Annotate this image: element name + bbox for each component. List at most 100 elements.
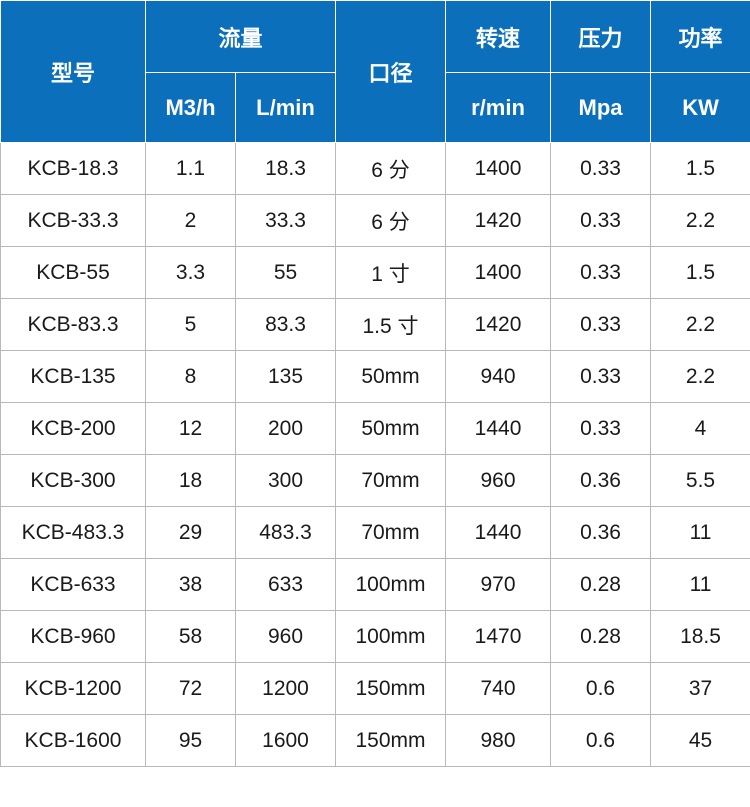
cell-kw: 1.5	[651, 143, 750, 195]
col-model: 型号	[1, 1, 146, 143]
cell-lmin: 960	[236, 611, 336, 663]
cell-diameter: 50mm	[336, 351, 446, 403]
cell-rpm: 980	[446, 715, 551, 767]
table-row: KCB-483.329483.370mm14400.3611	[1, 507, 750, 559]
cell-m3h: 18	[146, 455, 236, 507]
cell-m3h: 1.1	[146, 143, 236, 195]
cell-lmin: 200	[236, 403, 336, 455]
cell-kw: 2.2	[651, 299, 750, 351]
cell-diameter: 1.5 寸	[336, 299, 446, 351]
cell-kw: 5.5	[651, 455, 750, 507]
cell-m3h: 95	[146, 715, 236, 767]
cell-m3h: 38	[146, 559, 236, 611]
cell-mpa: 0.28	[551, 611, 651, 663]
cell-diameter: 150mm	[336, 715, 446, 767]
cell-diameter: 70mm	[336, 455, 446, 507]
cell-rpm: 1400	[446, 247, 551, 299]
cell-lmin: 135	[236, 351, 336, 403]
table-body: KCB-18.31.118.36 分14000.331.5KCB-33.3233…	[1, 143, 750, 767]
cell-lmin: 633	[236, 559, 336, 611]
col-power-label: 功率	[651, 1, 750, 73]
cell-model: KCB-18.3	[1, 143, 146, 195]
cell-m3h: 5	[146, 299, 236, 351]
cell-kw: 18.5	[651, 611, 750, 663]
cell-rpm: 960	[446, 455, 551, 507]
cell-model: KCB-960	[1, 611, 146, 663]
table-row: KCB-18.31.118.36 分14000.331.5	[1, 143, 750, 195]
cell-mpa: 0.33	[551, 143, 651, 195]
cell-rpm: 1420	[446, 195, 551, 247]
cell-kw: 11	[651, 507, 750, 559]
cell-model: KCB-633	[1, 559, 146, 611]
cell-lmin: 55	[236, 247, 336, 299]
cell-model: KCB-83.3	[1, 299, 146, 351]
cell-lmin: 18.3	[236, 143, 336, 195]
cell-mpa: 0.33	[551, 299, 651, 351]
cell-mpa: 0.33	[551, 247, 651, 299]
table-header: 型号 流量 口径 转速 压力 功率 M3/h L/min r/min Mpa K…	[1, 1, 750, 143]
cell-model: KCB-135	[1, 351, 146, 403]
cell-rpm: 940	[446, 351, 551, 403]
col-pressure-unit: Mpa	[551, 73, 651, 143]
cell-kw: 11	[651, 559, 750, 611]
table-row: KCB-135813550mm9400.332.2	[1, 351, 750, 403]
cell-rpm: 1440	[446, 403, 551, 455]
cell-m3h: 29	[146, 507, 236, 559]
cell-diameter: 70mm	[336, 507, 446, 559]
table-row: KCB-33.3233.36 分14200.332.2	[1, 195, 750, 247]
col-power-unit: KW	[651, 73, 750, 143]
cell-rpm: 1440	[446, 507, 551, 559]
cell-model: KCB-55	[1, 247, 146, 299]
cell-lmin: 300	[236, 455, 336, 507]
cell-mpa: 0.6	[551, 663, 651, 715]
cell-lmin: 83.3	[236, 299, 336, 351]
cell-m3h: 3.3	[146, 247, 236, 299]
cell-kw: 45	[651, 715, 750, 767]
cell-diameter: 1 寸	[336, 247, 446, 299]
cell-diameter: 150mm	[336, 663, 446, 715]
cell-lmin: 483.3	[236, 507, 336, 559]
cell-mpa: 0.36	[551, 507, 651, 559]
cell-mpa: 0.33	[551, 403, 651, 455]
cell-kw: 1.5	[651, 247, 750, 299]
cell-diameter: 6 分	[336, 195, 446, 247]
cell-mpa: 0.6	[551, 715, 651, 767]
cell-m3h: 72	[146, 663, 236, 715]
cell-mpa: 0.33	[551, 351, 651, 403]
cell-rpm: 740	[446, 663, 551, 715]
cell-model: KCB-33.3	[1, 195, 146, 247]
table-row: KCB-1600951600150mm9800.645	[1, 715, 750, 767]
cell-kw: 4	[651, 403, 750, 455]
cell-model: KCB-1600	[1, 715, 146, 767]
cell-m3h: 8	[146, 351, 236, 403]
cell-rpm: 1470	[446, 611, 551, 663]
cell-mpa: 0.36	[551, 455, 651, 507]
table-row: KCB-2001220050mm14400.334	[1, 403, 750, 455]
cell-rpm: 1420	[446, 299, 551, 351]
cell-diameter: 100mm	[336, 559, 446, 611]
cell-rpm: 970	[446, 559, 551, 611]
cell-m3h: 2	[146, 195, 236, 247]
spec-table: 型号 流量 口径 转速 压力 功率 M3/h L/min r/min Mpa K…	[0, 0, 750, 767]
cell-model: KCB-200	[1, 403, 146, 455]
cell-model: KCB-300	[1, 455, 146, 507]
cell-model: KCB-483.3	[1, 507, 146, 559]
cell-kw: 2.2	[651, 351, 750, 403]
col-speed-label: 转速	[446, 1, 551, 73]
cell-diameter: 100mm	[336, 611, 446, 663]
table-row: KCB-96058960100mm14700.2818.5	[1, 611, 750, 663]
cell-mpa: 0.28	[551, 559, 651, 611]
col-pressure-label: 压力	[551, 1, 651, 73]
col-diameter: 口径	[336, 1, 446, 143]
table-row: KCB-1200721200150mm7400.637	[1, 663, 750, 715]
cell-m3h: 58	[146, 611, 236, 663]
cell-kw: 2.2	[651, 195, 750, 247]
table-row: KCB-3001830070mm9600.365.5	[1, 455, 750, 507]
table-row: KCB-83.3583.31.5 寸14200.332.2	[1, 299, 750, 351]
cell-m3h: 12	[146, 403, 236, 455]
col-flow: 流量	[146, 1, 336, 73]
cell-diameter: 50mm	[336, 403, 446, 455]
cell-rpm: 1400	[446, 143, 551, 195]
table-row: KCB-63338633100mm9700.2811	[1, 559, 750, 611]
cell-lmin: 33.3	[236, 195, 336, 247]
